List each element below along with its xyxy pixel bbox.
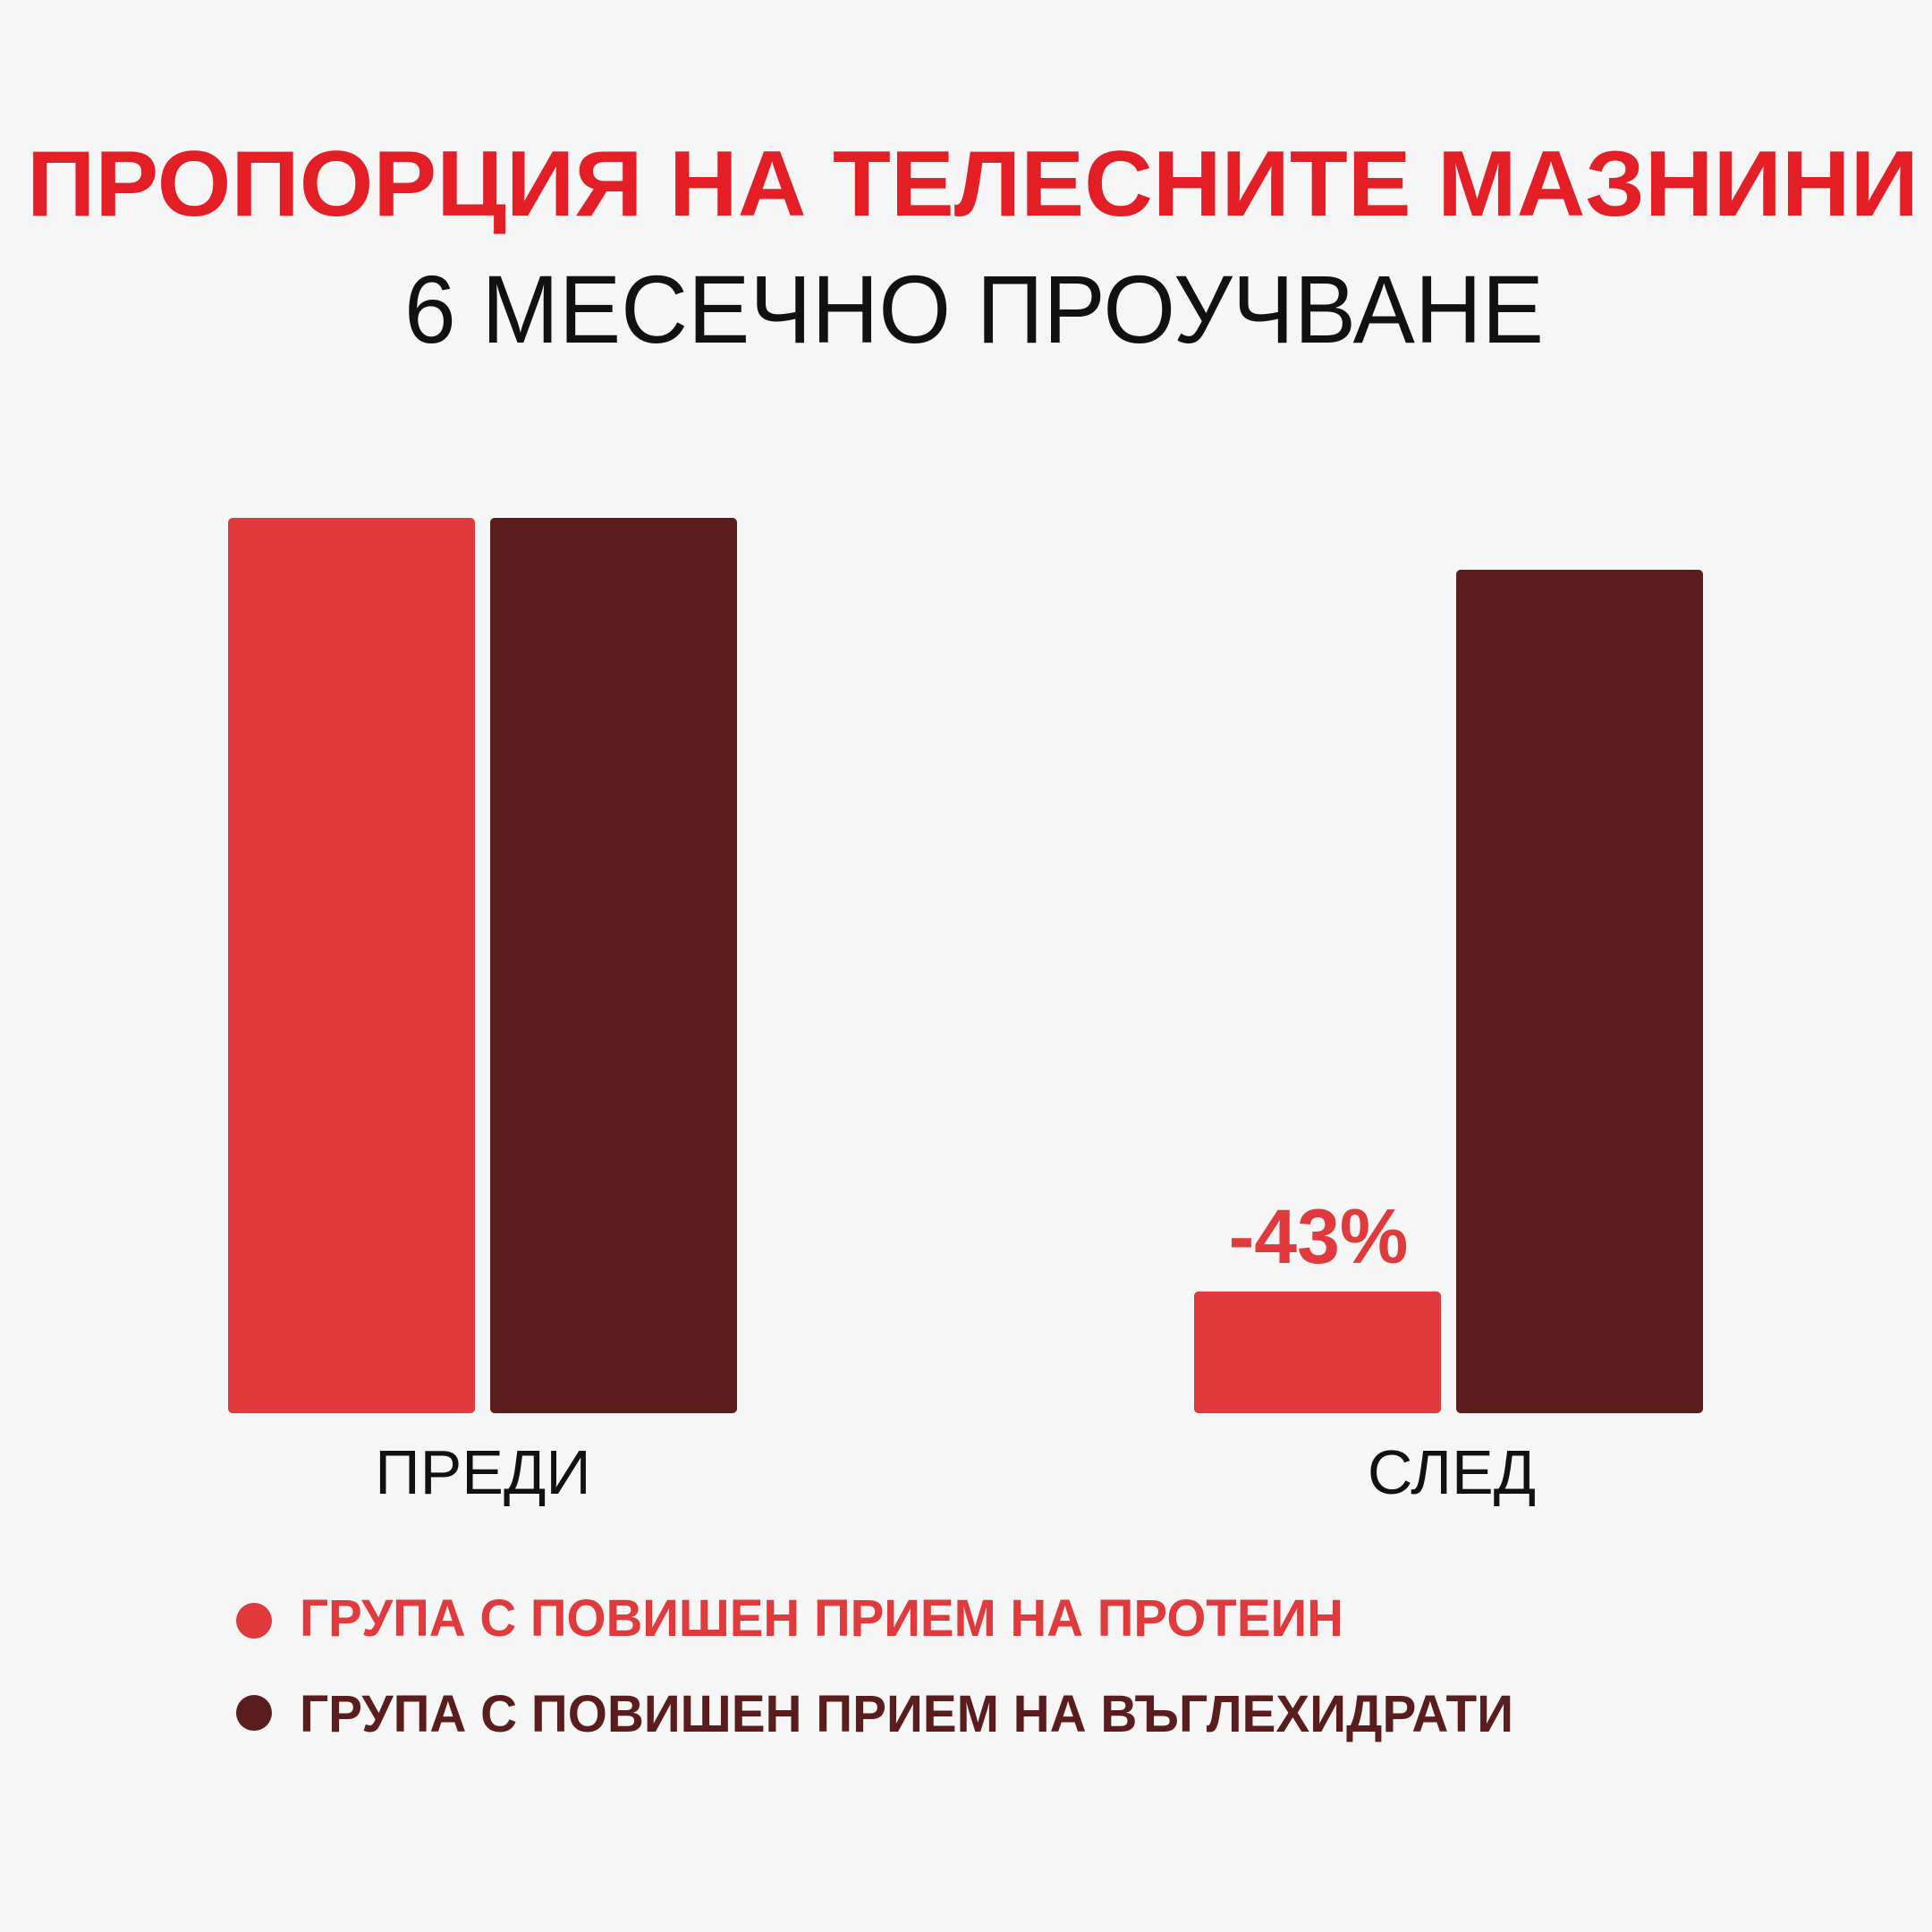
legend-marker-carbs — [236, 1695, 272, 1731]
x-tick-label-after: СЛЕД — [1368, 1437, 1536, 1507]
data-label-change: -43% — [1229, 1194, 1409, 1280]
chart-title: ПРОПОРЦИЯ НА ТЕЛЕСНИТЕ МАЗНИНИ — [27, 132, 1919, 236]
chart-subtitle: 6 МЕСЕЧНО ПРОУЧВАНЕ — [404, 255, 1544, 363]
bar-carbs-before — [490, 518, 737, 1413]
legend-marker-protein — [236, 1603, 272, 1639]
bar-protein-before — [228, 518, 475, 1413]
legend: ГРУПА С ПОВИШЕН ПРИЕМ НА ПРОТЕИН ГРУПА С… — [236, 1589, 1513, 1743]
legend-label-carbs: ГРУПА С ПОВИШЕН ПРИЕМ НА ВЪГЛЕХИДРАТИ — [300, 1685, 1513, 1743]
bars — [228, 518, 1703, 1413]
bar-carbs-after — [1456, 570, 1703, 1413]
bar-protein-after — [1194, 1291, 1441, 1413]
legend-label-protein: ГРУПА С ПОВИШЕН ПРИЕМ НА ПРОТЕИН — [300, 1589, 1343, 1648]
x-tick-label-before: ПРЕДИ — [375, 1437, 590, 1507]
